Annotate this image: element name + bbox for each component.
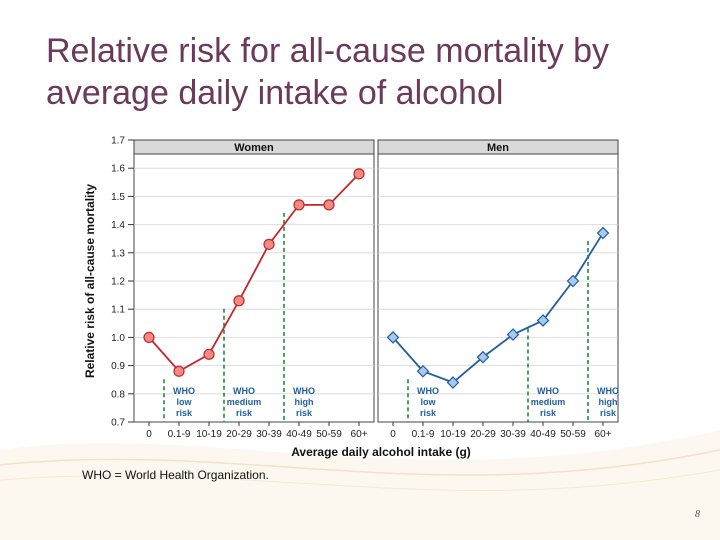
slide-title: Relative risk for all-cause mortality by…: [46, 30, 706, 114]
y-tick-label: 1.7: [111, 136, 125, 147]
who-label: medium: [227, 397, 262, 407]
panel-header: [133, 139, 375, 155]
women-data-point: [293, 199, 305, 211]
x-tick-label: 50-59: [316, 429, 342, 440]
men-data-point: [536, 314, 550, 327]
women-panel: WomenWHOlowriskWHOmediumriskWHOhighrisk0…: [133, 139, 375, 440]
panel-header: [377, 139, 619, 155]
who-label: risk: [236, 408, 253, 418]
panel-title: Women: [234, 142, 274, 154]
who-label: risk: [176, 408, 193, 418]
y-tick-label: 1.4: [111, 220, 125, 231]
x-tick-label: 0.1-9: [168, 429, 191, 440]
men-data-point: [476, 350, 490, 364]
women-data-point: [143, 331, 155, 343]
slide-title-line-1: Relative risk for all-cause mortality by: [46, 32, 610, 70]
x-tick-label: 60+: [351, 429, 368, 440]
x-tick-label: 0: [390, 429, 396, 440]
women-data-point: [323, 199, 335, 211]
panel-title: Men: [487, 142, 509, 154]
men-data-point: [596, 226, 610, 240]
y-tick-label: 1.0: [111, 333, 125, 344]
x-tick-label: 60+: [595, 429, 612, 440]
y-axis-label: Relative risk of all-cause mortality: [83, 184, 97, 378]
y-tick-label: 1.6: [111, 164, 125, 175]
women-data-point: [353, 168, 365, 180]
y-tick-label: 0.9: [111, 361, 125, 372]
decorative-swoosh: [0, 430, 720, 540]
slide-title-line-2: average daily intake of alcohol: [46, 74, 504, 112]
who-label: WHO: [233, 386, 255, 396]
y-tick-label: 1.2: [111, 277, 125, 288]
who-label: high: [599, 397, 618, 407]
y-tick-label: 0.7: [111, 418, 125, 429]
footnote: WHO = World Health Organization.: [82, 468, 269, 482]
who-label: WHO: [173, 386, 195, 396]
men-data-point: [386, 331, 400, 344]
x-tick-label: 20-29: [470, 429, 496, 440]
who-label: risk: [420, 408, 437, 418]
mortality-chart: 0.7 0.8 0.9 1.0 1.1 1.2 1.3 1.4 1.5 1.6 1.7 Relati…: [83, 136, 619, 460]
who-label: low: [421, 397, 437, 407]
who-label: WHO: [537, 386, 559, 396]
page-number: 8: [695, 509, 700, 520]
who-label: risk: [600, 408, 617, 418]
who-label: low: [177, 397, 193, 407]
x-tick-label: 20-29: [226, 429, 252, 440]
x-tick-label: 40-49: [286, 429, 312, 440]
y-axis: 0.7 0.8 0.9 1.0 1.1 1.2 1.3 1.4 1.5 1.6 1.7: [111, 136, 134, 429]
who-label: medium: [531, 397, 566, 407]
men-series-line: [392, 232, 604, 384]
who-label: WHO: [597, 386, 619, 396]
men-data-point: [416, 364, 430, 378]
x-tick-label: 40-49: [530, 429, 556, 440]
men-data-point: [566, 274, 580, 288]
women-data-point: [203, 348, 215, 360]
x-tick-label: 30-39: [500, 429, 526, 440]
who-label: risk: [296, 408, 313, 418]
who-label: WHO: [293, 386, 315, 396]
y-tick-label: 1.1: [111, 305, 125, 316]
y-tick-label: 0.8: [111, 389, 125, 400]
who-label: WHO: [417, 386, 439, 396]
women-data-point: [263, 238, 275, 250]
women-data-point: [233, 295, 245, 307]
x-tick-label: 0.1-9: [412, 429, 435, 440]
who-label: high: [295, 397, 314, 407]
men-data-point: [506, 328, 520, 341]
x-tick-label: 50-59: [560, 429, 586, 440]
y-tick-label: 1.5: [111, 192, 125, 203]
x-tick-label: 0: [146, 429, 152, 440]
x-axis-label: Average daily alcohol intake (g): [291, 445, 471, 459]
x-tick-label: 10-19: [196, 429, 222, 440]
men-data-point: [446, 376, 460, 389]
x-tick-label: 30-39: [256, 429, 282, 440]
x-tick-label: 10-19: [440, 429, 466, 440]
who-label: risk: [540, 408, 557, 418]
women-data-point: [173, 365, 185, 377]
y-tick-label: 1.3: [111, 248, 125, 259]
